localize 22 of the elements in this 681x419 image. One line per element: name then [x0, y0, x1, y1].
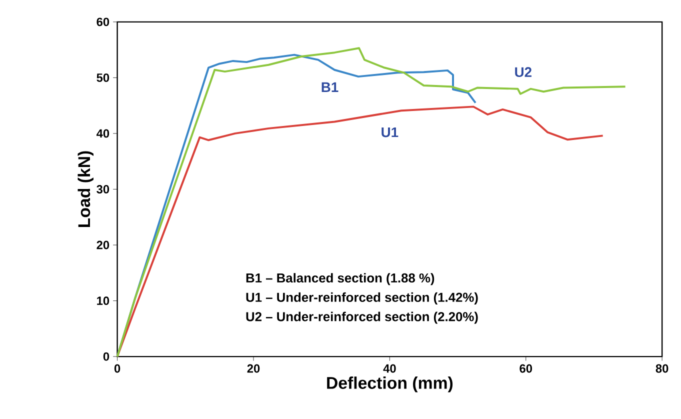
y-tick-label: 10: [97, 296, 110, 305]
y-tick-label: 20: [96, 240, 110, 250]
y-tick-label: 40: [96, 129, 110, 138]
x-tick-label: 80: [656, 364, 668, 373]
y-tick-label: 30: [96, 184, 110, 194]
annotation: B1 – Balanced section (1.88 %): [246, 272, 434, 285]
x-tick-label: 40: [383, 364, 396, 373]
y-tick-label: 60: [96, 18, 110, 26]
x-axis-title: Deflection (mm): [327, 376, 453, 392]
line-series: [116, 46, 626, 358]
x-tick-label: 60: [520, 364, 532, 373]
series-label: B1: [322, 82, 338, 92]
annotation: U2 – Under-reinforced section (2.20%): [246, 312, 478, 324]
line-series: [116, 106, 604, 358]
x-tick-label: 0: [114, 364, 120, 373]
y-axis-title: Load (kN): [78, 151, 94, 227]
x-tick-label: 20: [247, 364, 260, 373]
annotation: U1 – Under-reinforced section (1.42%): [246, 292, 478, 304]
y-tick-label: 50: [96, 73, 110, 82]
series-label: U2: [515, 67, 532, 77]
y-tick-label: 0: [103, 352, 110, 361]
series-label: U1: [382, 127, 398, 138]
